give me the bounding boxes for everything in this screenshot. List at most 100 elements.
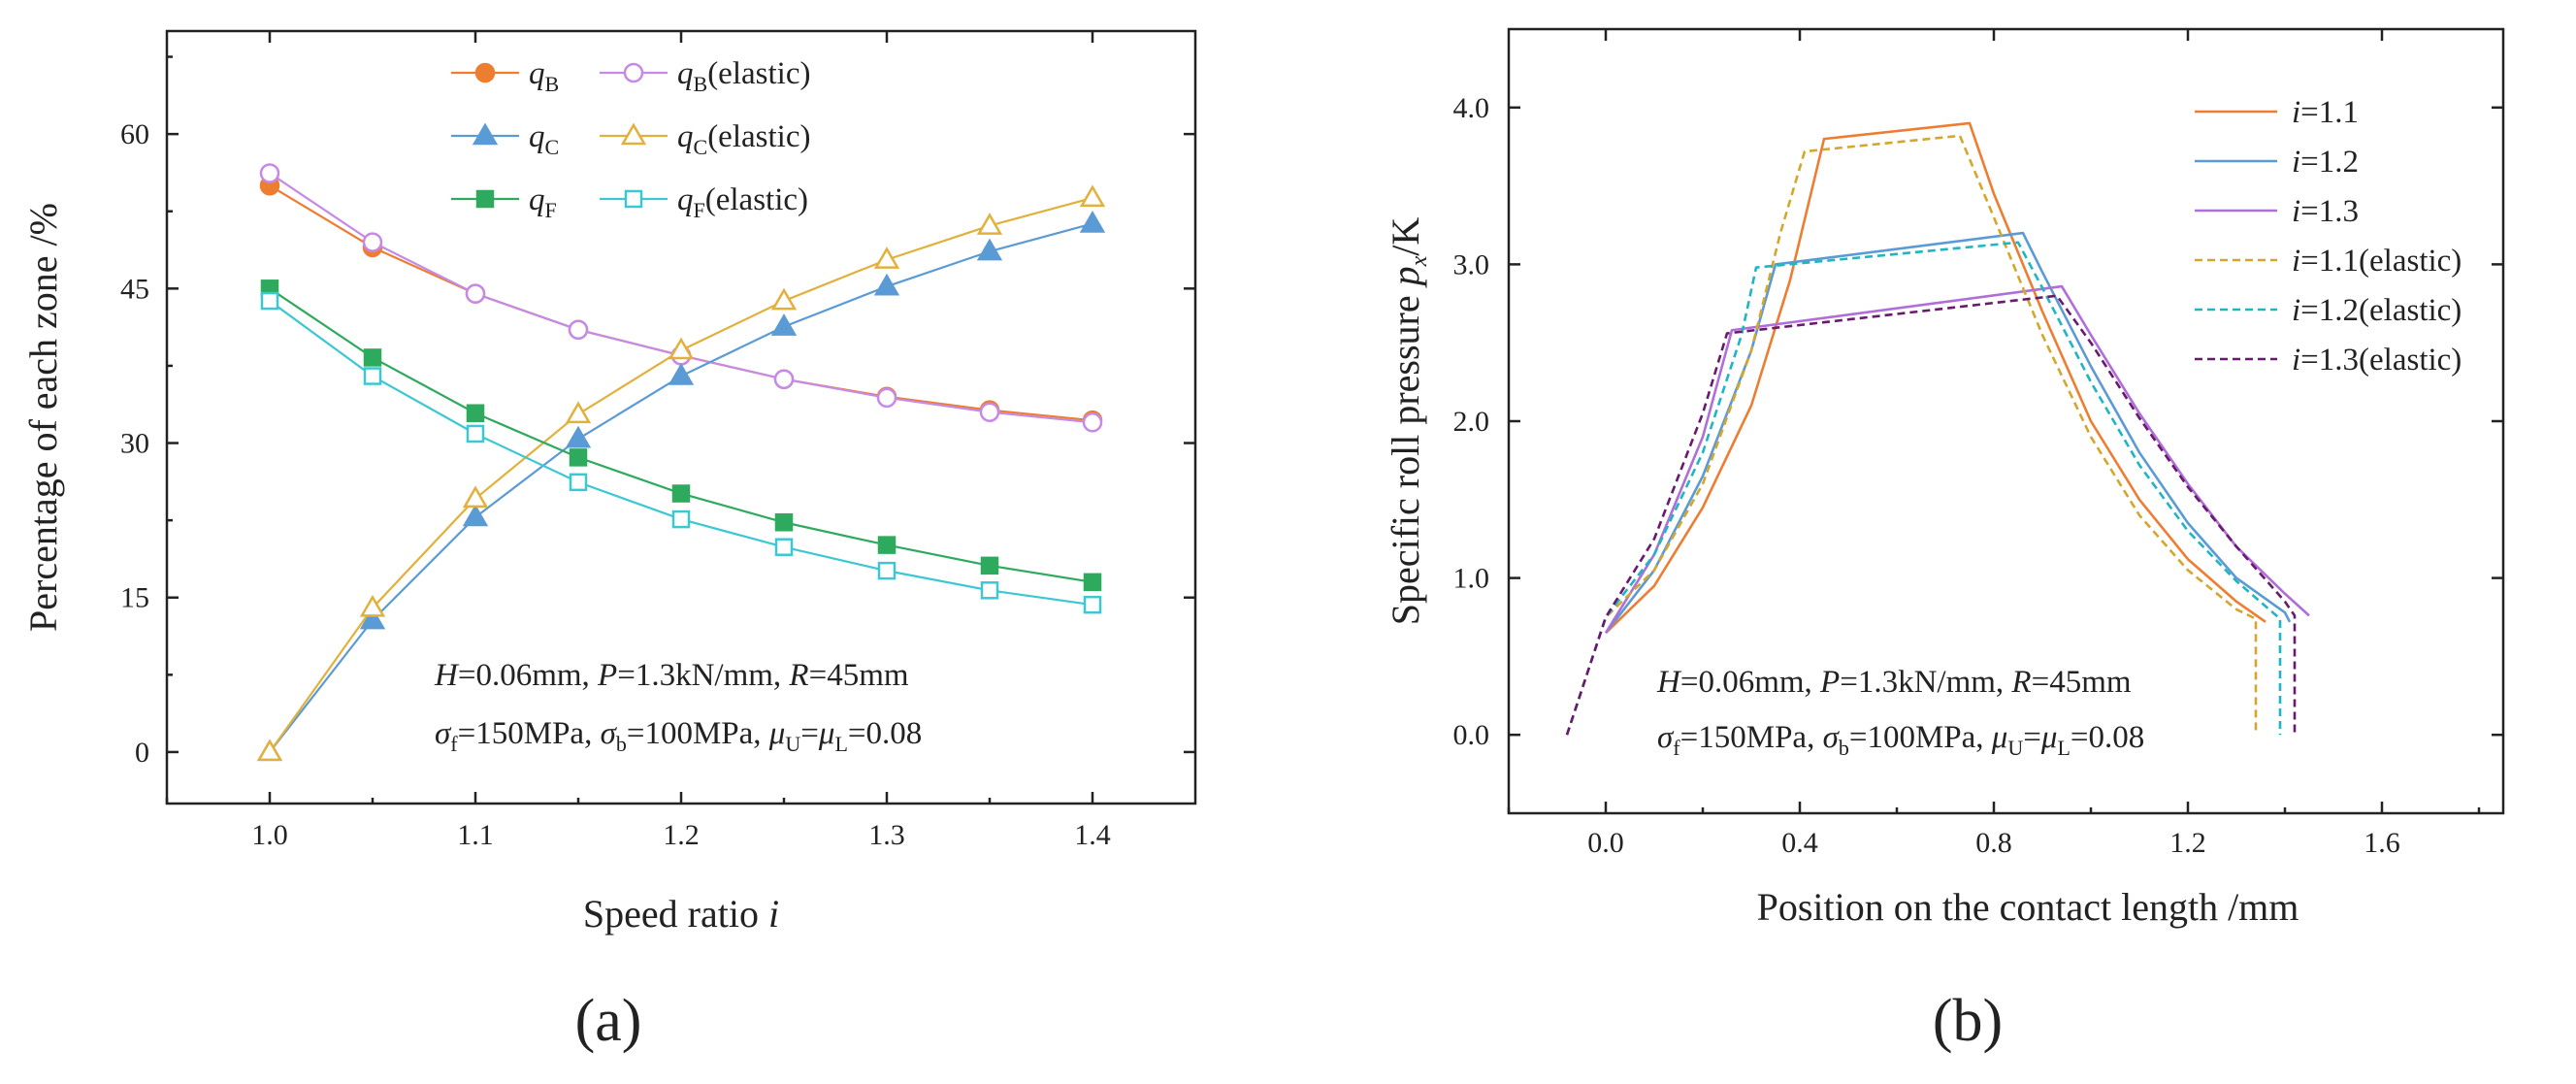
data-point-qF [980, 556, 999, 575]
legend-marker-qF [475, 189, 495, 209]
data-point-qF [774, 513, 794, 532]
chart-b-xtick-label: 0.4 [1781, 827, 1818, 859]
chart-b-xtick-label: 0.0 [1587, 827, 1624, 859]
chart-b-ytick-label: 3.0 [1453, 248, 1490, 280]
data-point-qF(elastic) [569, 473, 588, 492]
chart-a-ticks: 1.0 1.1 1.2 1.3 1.4 0 15 30 45 60 [120, 31, 1195, 851]
series-line-i=1.3 [1604, 284, 2310, 634]
data-point-qF [1083, 573, 1102, 592]
data-point-qF [877, 536, 897, 554]
series-line-i=1.2 [1604, 231, 2292, 634]
legend-label-qB(elastic): qB(elastic) [677, 56, 810, 96]
chart-a-ytick-label: 0 [135, 737, 149, 769]
data-point-qF [466, 404, 485, 423]
data-point-qB(elastic) [1082, 412, 1103, 433]
chart-a-ytick-label: 15 [120, 582, 149, 614]
legend-marker-qF(elastic) [624, 189, 643, 209]
legend-label-i=1.2(elastic): i=1.2(elastic) [2292, 293, 2462, 328]
chart-a-ytick-label: 60 [120, 118, 149, 150]
chart-b-ytick-label: 0.0 [1453, 719, 1490, 751]
chart-b-panel-label: (b) [1933, 988, 2003, 1054]
legend-label-qC: qC [529, 119, 559, 159]
chart-a-xtick-label: 1.4 [1074, 819, 1111, 851]
chart-a-annotation-line1: H=0.06mm, P=1.3kN/mm, R=45mm [434, 658, 909, 693]
legend-label-i=1.2: i=1.2 [2292, 145, 2359, 180]
data-point-qC [770, 313, 798, 336]
legend-marker-qB(elastic) [623, 62, 644, 83]
chart-a-xlabel: Speed ratio i [583, 892, 779, 936]
data-point-qF(elastic) [1083, 595, 1102, 614]
legend-label-i=1.1(elastic): i=1.1(elastic) [2292, 244, 2462, 279]
data-point-qC(elastic) [1079, 184, 1106, 208]
legend-label-qF(elastic): qF(elastic) [677, 182, 808, 222]
data-point-qF [569, 448, 588, 467]
chart-b-ylabel: Specific roll pressure px/K [1384, 217, 1432, 626]
series-line-i=1.2(elastic) [1565, 241, 2282, 736]
chart-a-ytick-label: 30 [120, 428, 149, 460]
legend-label-qB: qB [529, 56, 559, 96]
chart-a-xtick-label: 1.3 [868, 819, 905, 851]
chart-b-ytick-label: 1.0 [1453, 563, 1490, 595]
chart-b-annotation-line2: σf=150MPa, σb=100MPa, μU=μL=0.08 [1657, 720, 2144, 760]
data-point-qC(elastic) [976, 213, 1003, 235]
chart-a-ylabel: Percentage of each zone /% [21, 203, 65, 632]
data-point-qC(elastic) [462, 485, 489, 509]
data-point-qB(elastic) [465, 283, 486, 304]
data-point-qC [359, 607, 386, 630]
legend-marker-qC(elastic) [620, 122, 647, 146]
chart-b-series [1565, 121, 2310, 736]
data-point-qC(elastic) [565, 401, 592, 424]
chart-b-annotation-line1: H=0.06mm, P=1.3kN/mm, R=45mm [1656, 665, 2132, 700]
chart-a-xtick-label: 1.2 [663, 819, 700, 851]
chart-a-legend: qB qB(elastic) qC qC(elastic) qF qF(elastic) [451, 56, 810, 222]
chart-b-xtick-label: 0.8 [1975, 827, 2012, 859]
data-point-qF(elastic) [877, 561, 897, 580]
chart-a-panel-label: (a) [575, 988, 642, 1054]
chart-b-xtick-label: 1.2 [2169, 827, 2206, 859]
series-line-i=1.1(elastic) [1565, 134, 2258, 736]
chart-b-xtick-label: 1.6 [2364, 827, 2400, 859]
legend-marker-qC [472, 122, 499, 146]
data-point-qB(elastic) [773, 369, 795, 389]
data-point-qB(elastic) [979, 402, 1000, 422]
series-line-qF [269, 287, 1093, 583]
chart-a-series [256, 163, 1106, 762]
data-point-qC [668, 363, 695, 385]
legend-label-qC(elastic): qC(elastic) [677, 119, 810, 159]
data-point-qF(elastic) [363, 367, 382, 385]
chart-a-xtick-label: 1.0 [251, 819, 288, 851]
chart-a-annotation-line2: σf=150MPa, σb=100MPa, μU=μL=0.08 [435, 716, 922, 756]
series-line-i=1.1 [1605, 121, 2266, 635]
data-point-qF(elastic) [466, 424, 485, 443]
data-point-qC(elastic) [359, 594, 386, 617]
data-point-qB(elastic) [259, 163, 280, 183]
data-point-qC [976, 238, 1003, 261]
data-point-qC [565, 425, 592, 448]
chart-b-ytick-label: 2.0 [1453, 406, 1490, 438]
legend-label-i=1.1: i=1.1 [2292, 95, 2359, 130]
legend-label-qF: qF [529, 182, 557, 222]
data-point-qF(elastic) [980, 581, 999, 600]
data-point-qC(elastic) [770, 287, 798, 311]
data-point-qB(elastic) [568, 319, 589, 341]
series-line-qB [269, 184, 1093, 422]
data-point-qC(elastic) [873, 246, 900, 269]
chart-b-legend: i=1.1 i=1.2 i=1.3 i=1.1(elastic) i=1.2(elast… [2195, 95, 2462, 378]
legend-label-i=1.3: i=1.3 [2292, 194, 2359, 229]
legend-marker-qB [474, 62, 496, 83]
data-point-qF(elastic) [671, 509, 691, 529]
chart-b-xlabel: Position on the contact length /mm [1757, 885, 2299, 929]
chart-b-ticks: 0.0 0.4 0.8 1.2 1.6 0.0 1.0 2.0 3.0 4.0 [1453, 29, 2503, 859]
data-point-qC(elastic) [256, 739, 283, 762]
data-point-qF [363, 348, 382, 367]
chart-b-ytick-label: 4.0 [1453, 92, 1490, 124]
data-point-qF(elastic) [260, 291, 279, 311]
data-point-qC [873, 273, 900, 296]
legend-label-i=1.3(elastic): i=1.3(elastic) [2292, 343, 2462, 378]
data-point-qB(elastic) [362, 232, 383, 252]
data-point-qB(elastic) [876, 387, 897, 409]
data-point-qF(elastic) [774, 538, 794, 556]
data-point-qC [1079, 210, 1106, 233]
chart-a: 1.0 1.1 1.2 1.3 1.4 0 15 30 45 60 qB qB(elastic) qC… [21, 29, 1197, 1054]
